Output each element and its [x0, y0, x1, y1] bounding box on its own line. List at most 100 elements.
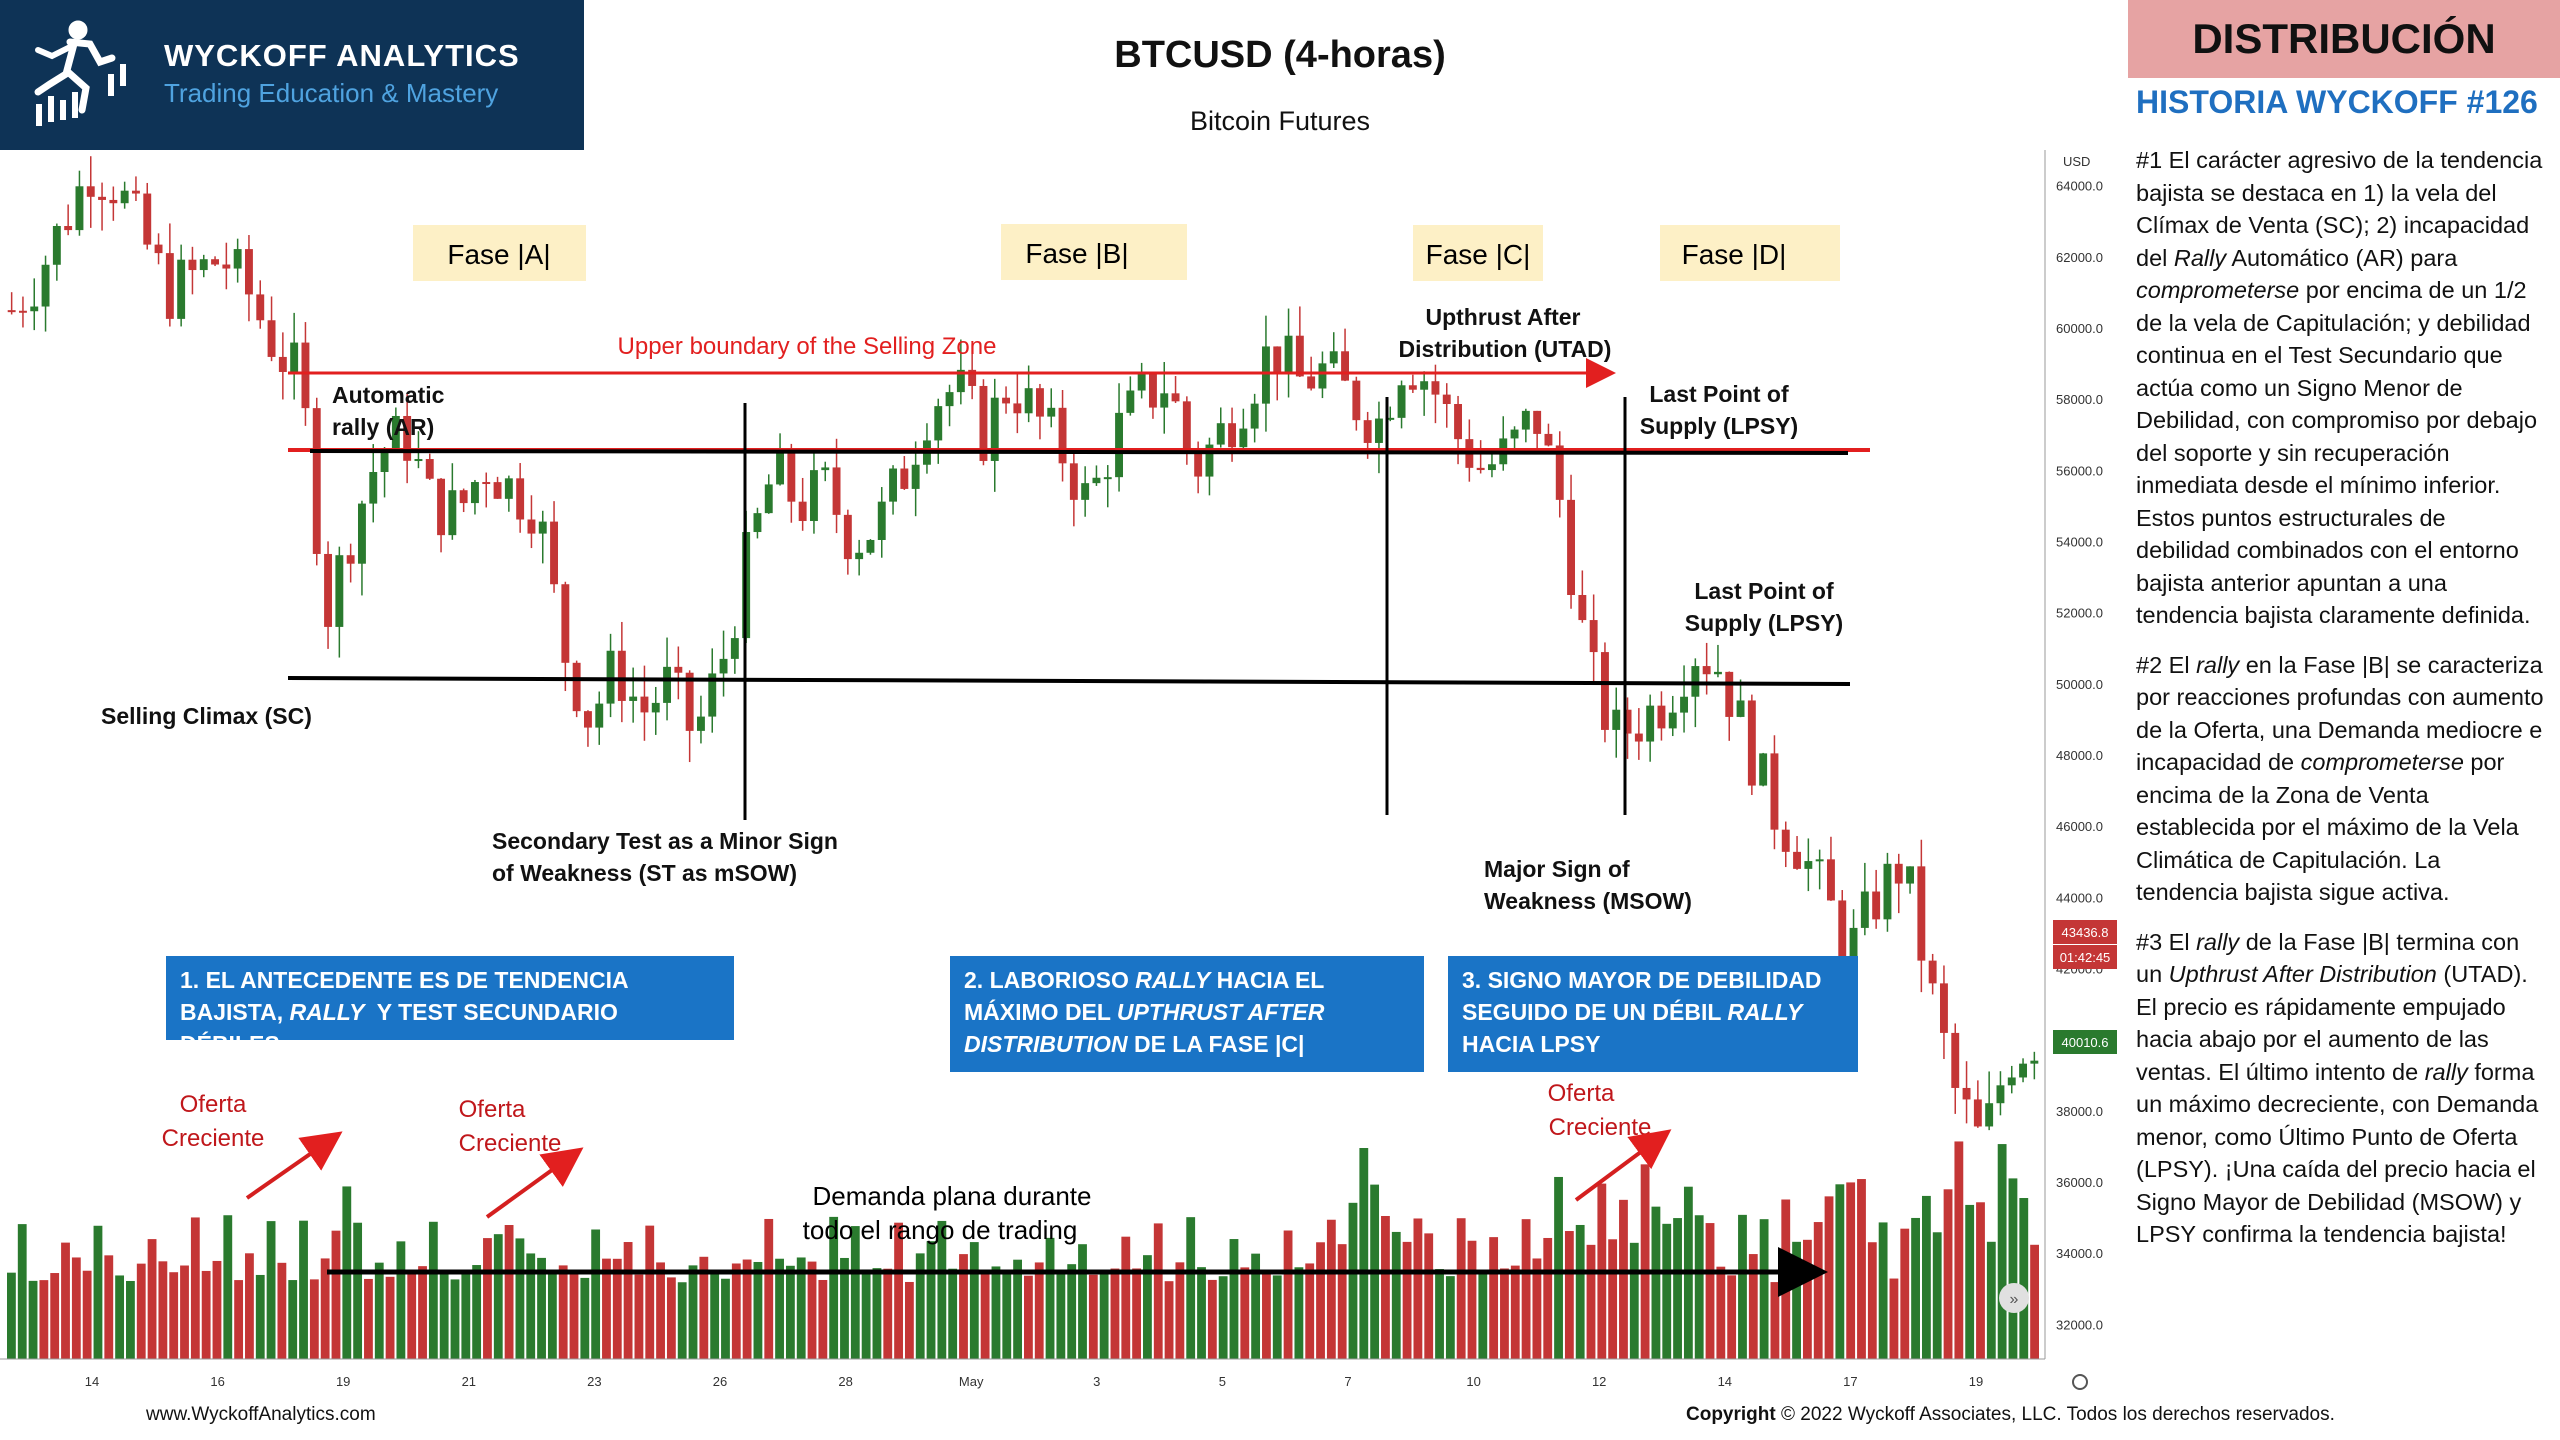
candle-body — [324, 553, 333, 627]
volume-bar — [1943, 1189, 1953, 1359]
volume-bar — [1002, 1274, 1012, 1359]
volume-bar — [850, 1226, 860, 1359]
volume-bar — [418, 1266, 427, 1359]
volume-bar — [742, 1259, 752, 1359]
candle-body — [640, 696, 649, 713]
volume-bar — [840, 1257, 849, 1359]
candle-body — [267, 320, 276, 357]
volume-bar — [115, 1275, 125, 1359]
candle-body — [1171, 393, 1180, 402]
candle-body — [1363, 420, 1372, 443]
candle-body — [1408, 385, 1417, 390]
volume-bar — [17, 1224, 27, 1359]
candle-body — [1454, 404, 1463, 440]
candle-body — [403, 415, 412, 461]
candle-body — [629, 696, 638, 701]
oferta-label-2a: Oferta — [459, 1096, 526, 1123]
volume-bar — [1045, 1237, 1055, 1359]
phase-c-label: Fase |C| — [1426, 239, 1531, 270]
volume-bar — [1413, 1218, 1423, 1359]
logo-title: WYCKOFF ANALYTICS — [164, 38, 520, 73]
volume-bar — [721, 1278, 730, 1359]
candle-body — [75, 186, 84, 231]
candle-body — [1058, 407, 1067, 464]
volume-bar — [472, 1265, 482, 1359]
volume-bar — [515, 1238, 525, 1359]
volume-bar — [1857, 1179, 1866, 1359]
candle-body — [1736, 700, 1745, 717]
footer-website[interactable]: www.WyckoffAnalytics.com — [146, 1404, 376, 1425]
candle-body — [1273, 346, 1282, 374]
volume-bar — [1629, 1242, 1639, 1359]
scroll-right-icon[interactable]: » — [2010, 1291, 2019, 1308]
y-tick-label: 44000.0 — [2056, 890, 2103, 905]
volume-bar — [1986, 1241, 1996, 1359]
candle-body — [448, 490, 457, 536]
candle-body — [1024, 388, 1033, 414]
candle-body — [843, 514, 852, 560]
volume-bar — [688, 1265, 698, 1359]
candle-body — [1194, 449, 1203, 477]
volume-bar — [1608, 1239, 1618, 1359]
candle-body — [1386, 417, 1395, 420]
candle-body — [1793, 851, 1802, 869]
candle-body — [504, 478, 513, 499]
x-tick-label: 19 — [336, 1374, 350, 1389]
copyright-rest: © 2022 Wyckoff Associates, LLC. Todos lo… — [1775, 1404, 2335, 1425]
utad-label-2: Distribution (UTAD) — [1399, 336, 1612, 362]
candle-body — [1250, 403, 1259, 429]
scroll-right-button[interactable] — [1999, 1283, 2029, 1313]
volume-bar — [71, 1257, 81, 1359]
volume-bar — [1889, 1278, 1899, 1359]
volume-bar — [1143, 1255, 1152, 1359]
volume-bar — [1770, 1282, 1780, 1359]
runner-logo-icon — [34, 20, 126, 126]
msow-label-1: Major Sign of — [1484, 856, 1630, 882]
volume-bar — [861, 1269, 871, 1359]
volume-bar — [580, 1277, 590, 1359]
candle-body — [583, 711, 592, 728]
oferta-arrow-1 — [245, 1131, 343, 1200]
volume-bar — [1175, 1262, 1185, 1359]
candle-body — [1555, 445, 1564, 500]
candle-body — [98, 196, 107, 200]
candle-body — [1668, 712, 1677, 729]
volume-bar — [1792, 1241, 1801, 1359]
candle-body — [1544, 433, 1553, 446]
candle-body — [538, 521, 547, 534]
volume-bar — [1900, 1228, 1910, 1359]
volume-bar — [374, 1262, 384, 1359]
x-tick-label: 16 — [210, 1374, 224, 1389]
volume-bar — [353, 1222, 363, 1359]
oferta-label-2b: Creciente — [459, 1130, 562, 1157]
volume-bar — [1478, 1272, 1488, 1359]
phase-d-box — [1660, 225, 1840, 281]
candle-body — [52, 226, 61, 265]
candle-body — [911, 464, 920, 489]
volume-bar — [1456, 1218, 1466, 1359]
candle-body — [1838, 900, 1847, 958]
candle-body — [1069, 463, 1078, 500]
candle-body — [64, 226, 73, 231]
candle-body — [369, 472, 378, 504]
candle-body — [1860, 891, 1869, 928]
candle-body — [764, 484, 773, 514]
volume-bar — [1976, 1202, 1985, 1359]
volume-bar — [309, 1279, 319, 1359]
volume-bar — [1283, 1230, 1293, 1359]
candle-body — [86, 186, 95, 197]
volume-bar — [7, 1272, 16, 1359]
volume-bar — [385, 1276, 395, 1359]
callout-3: 3. SIGNO MAYOR DE DEBILIDAD SEGUIDO DE U… — [1448, 956, 1858, 1072]
sidebar-paragraph-3: #3 El rally de la Fase |B| termina con u… — [2136, 928, 2539, 1248]
settings-gear-icon[interactable] — [2072, 1374, 2088, 1390]
x-tick-label: May — [959, 1374, 984, 1389]
volume-bar — [1337, 1244, 1347, 1359]
volume-bar — [1835, 1184, 1845, 1359]
st-label-2: of Weakness (ST as mSOW) — [492, 860, 797, 886]
volume-bar — [731, 1263, 741, 1359]
candle-body — [866, 539, 875, 553]
candle-body — [2019, 1063, 2028, 1078]
candle-body — [572, 662, 581, 712]
footer-copyright: Copyright © 2022 Wyckoff Associates, LLC… — [1686, 1404, 2335, 1426]
